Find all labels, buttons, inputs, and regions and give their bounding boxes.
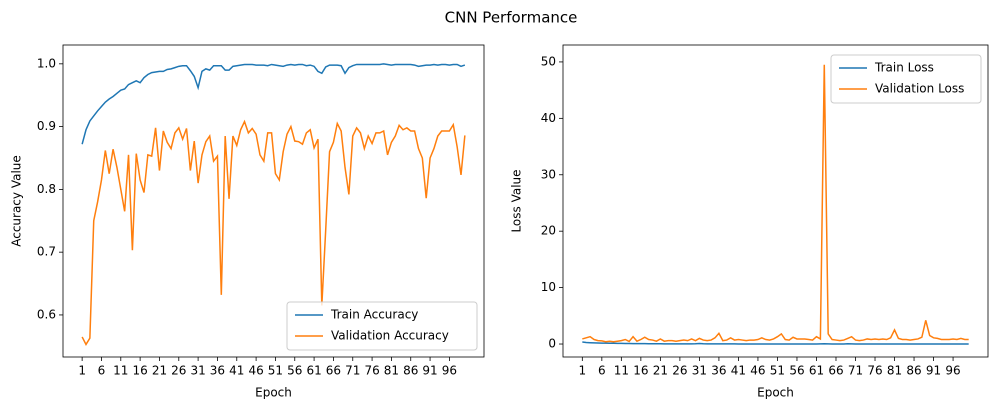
x-tick-label: 26 <box>171 364 186 378</box>
x-tick-label: 51 <box>268 364 283 378</box>
x-tick-label: 81 <box>384 364 399 378</box>
x-tick-label: 71 <box>848 364 863 378</box>
x-tick-label: 11 <box>113 364 128 378</box>
y-tick-label: 10 <box>541 280 556 294</box>
x-tick-label: 71 <box>345 364 360 378</box>
x-tick-label: 76 <box>867 364 882 378</box>
x-tick-label: 1 <box>78 364 86 378</box>
x-tick-label: 66 <box>326 364 341 378</box>
x-tick-label: 26 <box>672 364 687 378</box>
y-tick-label: 50 <box>541 54 556 68</box>
x-tick-label: 1 <box>578 364 586 378</box>
legend-box <box>830 54 982 104</box>
x-tick-label: 96 <box>945 364 960 378</box>
y-axis-label: Accuracy Value <box>10 155 24 247</box>
x-tick-label: 21 <box>152 364 167 378</box>
x-tick-label: 46 <box>750 364 765 378</box>
x-tick-label: 86 <box>403 364 418 378</box>
x-tick-label: 81 <box>887 364 902 378</box>
x-tick-label: 6 <box>98 364 106 378</box>
x-axis-label: Epoch <box>757 386 794 400</box>
y-tick-label: 20 <box>541 224 556 238</box>
x-axis-label: Epoch <box>255 386 292 400</box>
x-tick-label: 36 <box>210 364 225 378</box>
x-tick-label: 11 <box>614 364 629 378</box>
x-tick-label: 86 <box>906 364 921 378</box>
y-tick-label: 1.0 <box>37 56 56 70</box>
series-line <box>81 119 466 346</box>
x-tick-label: 96 <box>442 364 457 378</box>
x-tick-label: 76 <box>364 364 379 378</box>
x-tick-label: 31 <box>190 364 205 378</box>
x-tick-label: 91 <box>422 364 437 378</box>
y-tick-label: 0.6 <box>37 307 56 321</box>
x-tick-label: 56 <box>789 364 804 378</box>
x-tick-label: 56 <box>287 364 302 378</box>
x-tick-label: 6 <box>598 364 606 378</box>
axes-frame <box>562 44 989 358</box>
series-line <box>582 64 969 343</box>
y-tick-label: 30 <box>541 167 556 181</box>
legend-label: Train Loss <box>874 61 934 75</box>
y-tick-label: 40 <box>541 111 556 125</box>
x-tick-label: 36 <box>711 364 726 378</box>
legend-label: Validation Accuracy <box>331 329 449 343</box>
axes-frame <box>62 44 485 358</box>
legend-label: Train Accuracy <box>330 308 418 322</box>
legend-label: Validation Loss <box>875 82 964 96</box>
x-tick-label: 41 <box>229 364 244 378</box>
x-tick-label: 51 <box>770 364 785 378</box>
x-tick-label: 61 <box>809 364 824 378</box>
series-line <box>582 341 969 345</box>
y-tick-label: 0.8 <box>37 182 56 196</box>
x-tick-label: 31 <box>692 364 707 378</box>
y-axis-label: Loss Value <box>510 169 524 232</box>
y-tick-label: 0.9 <box>37 119 56 133</box>
x-tick-label: 21 <box>653 364 668 378</box>
x-tick-label: 46 <box>248 364 263 378</box>
x-tick-label: 66 <box>828 364 843 378</box>
y-tick-label: 0 <box>548 337 556 351</box>
x-tick-label: 41 <box>731 364 746 378</box>
legend-box <box>286 301 478 351</box>
figure-title: CNN Performance <box>445 9 578 27</box>
x-tick-label: 61 <box>306 364 321 378</box>
y-tick-label: 0.7 <box>37 245 56 259</box>
x-tick-label: 91 <box>926 364 941 378</box>
series-line <box>81 63 466 145</box>
x-tick-label: 16 <box>132 364 147 378</box>
x-tick-label: 16 <box>633 364 648 378</box>
